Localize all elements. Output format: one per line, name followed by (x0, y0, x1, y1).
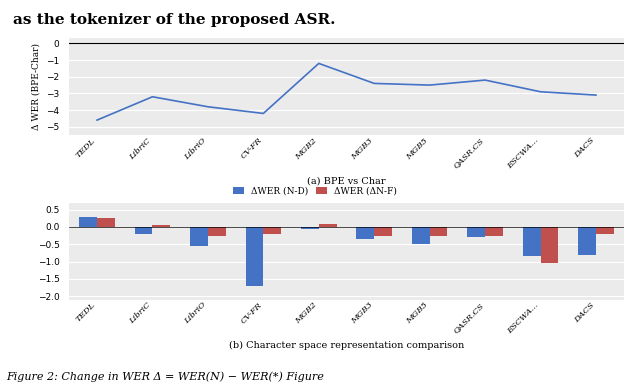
Bar (208, 227, 226, 236)
X-axis label: (b) Character space representation comparison: (b) Character space representation compa… (229, 341, 464, 350)
Bar (412, 227, 430, 244)
Bar (357, 227, 374, 239)
Bar (263, 227, 281, 234)
Bar (97, 218, 115, 227)
Bar (190, 227, 208, 246)
Bar (467, 227, 485, 237)
Bar (319, 224, 336, 227)
Bar (596, 227, 614, 234)
Bar (152, 225, 170, 227)
Bar (374, 227, 392, 236)
Bar (578, 227, 596, 255)
Bar (523, 227, 541, 257)
Bar (541, 227, 558, 263)
Text: Figure 2: Change in WER Δ = WER(N) − WER(*) Figure: Figure 2: Change in WER Δ = WER(N) − WER… (6, 371, 324, 382)
Bar (135, 227, 152, 234)
Bar (485, 227, 503, 236)
Bar (301, 227, 319, 229)
X-axis label: (a) BPE vs Char: (a) BPE vs Char (307, 176, 386, 185)
Bar (246, 227, 263, 286)
Text: as the tokenizer of the proposed ASR.: as the tokenizer of the proposed ASR. (13, 13, 335, 27)
Legend: ΔWER (N-D), ΔWER (ΔN-F): ΔWER (N-D), ΔWER (ΔN-F) (230, 183, 400, 199)
Y-axis label: Δ WER (BPE-Char): Δ WER (BPE-Char) (32, 43, 41, 130)
Bar (79, 217, 97, 227)
Bar (430, 227, 447, 236)
